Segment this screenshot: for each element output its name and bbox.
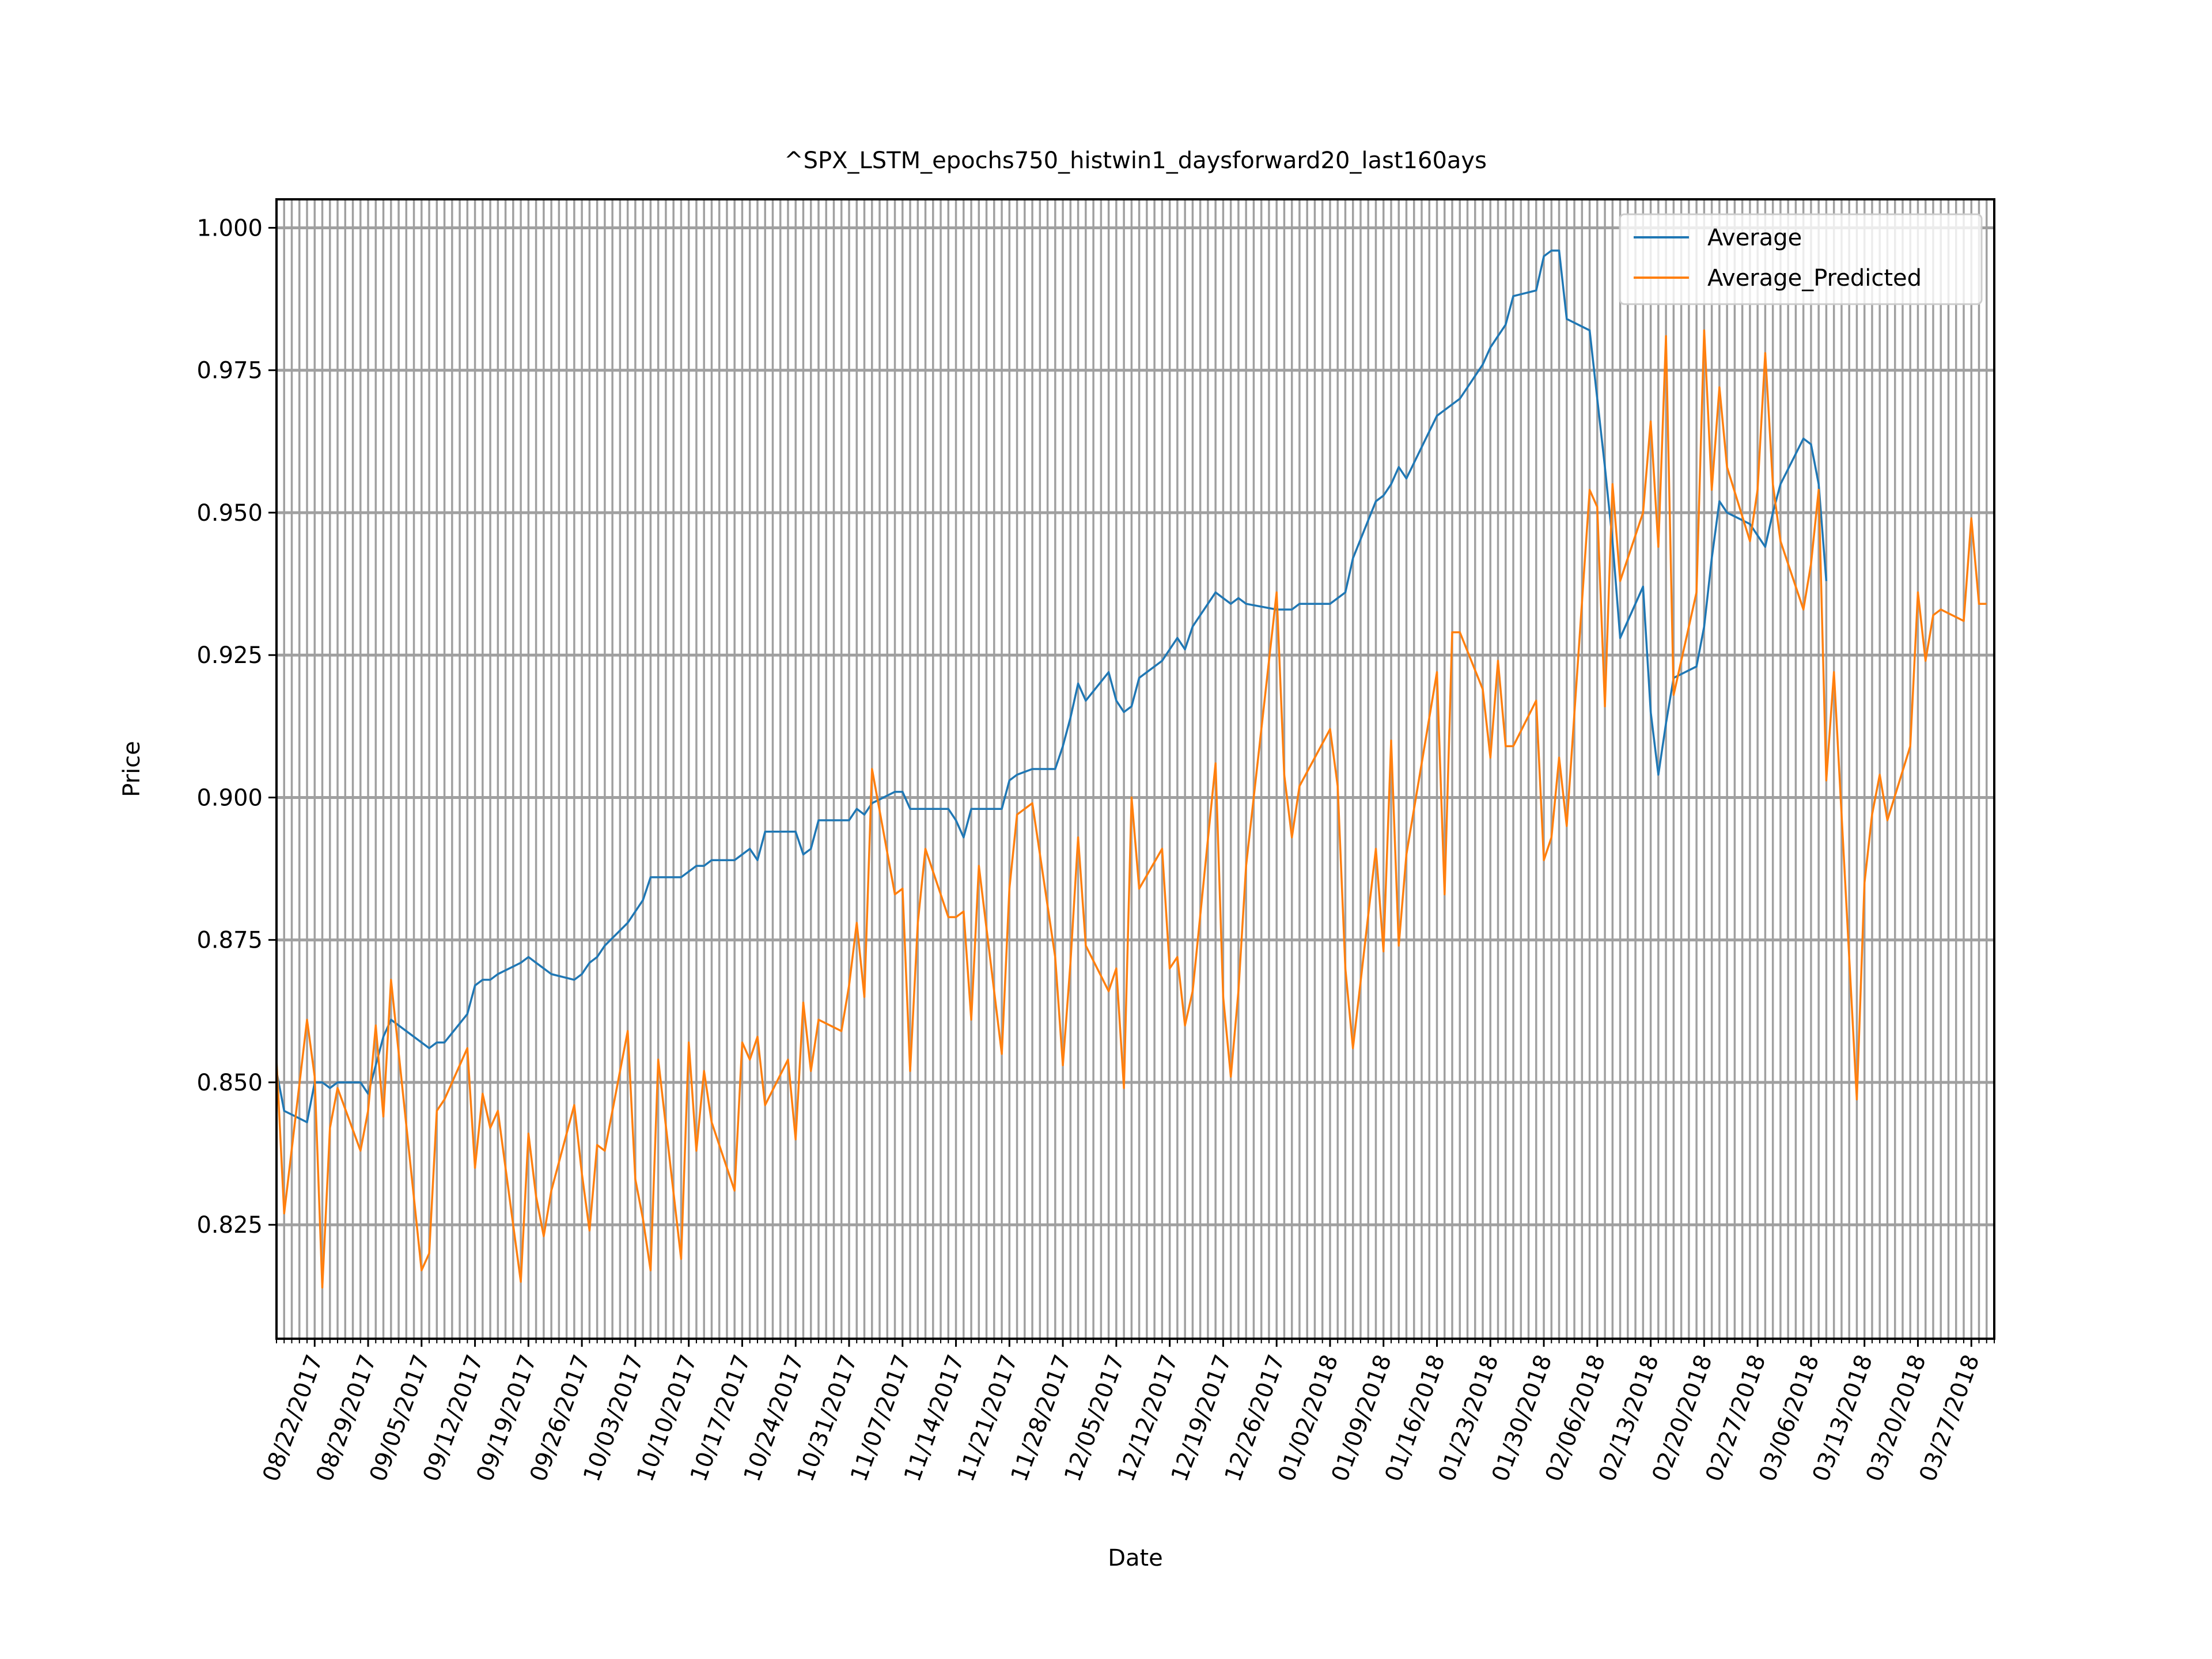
series-line-average-predicted [275,329,1987,1289]
series-line-average [275,249,1828,1123]
y-tick-label: 0.950 [196,500,263,527]
legend-box [1619,213,1983,305]
chart-title: ^SPX_LSTM_epochs750_histwin1_daysforward… [784,147,1487,174]
plot-frame [275,198,1995,1340]
y-tick-label: 0.875 [196,927,263,954]
y-axis: 0.825 0.850 0.875 0.900 0.925 0.950 0.975 1.000 [196,215,276,1238]
series-layer [275,249,1987,1289]
y-tick-label: 0.925 [196,642,263,669]
y-tick-label: 0.825 [196,1212,263,1238]
y-tick-label: 1.000 [196,215,263,241]
legend-label-average: Average [1707,225,1802,251]
y-tick-label: 0.900 [196,785,263,811]
legend-label-average-predicted: Average_Predicted [1707,265,1922,291]
y-tick-label: 0.975 [196,358,263,384]
horizontal-gridlines [276,226,1994,1226]
x-axis-label: Date [1108,1545,1163,1571]
legend: Average Average_Predicted [1619,213,1983,305]
y-tick-label: 0.850 [196,1070,263,1096]
vertical-gridlines [275,199,1995,1339]
y-axis-label: Price [119,741,145,797]
